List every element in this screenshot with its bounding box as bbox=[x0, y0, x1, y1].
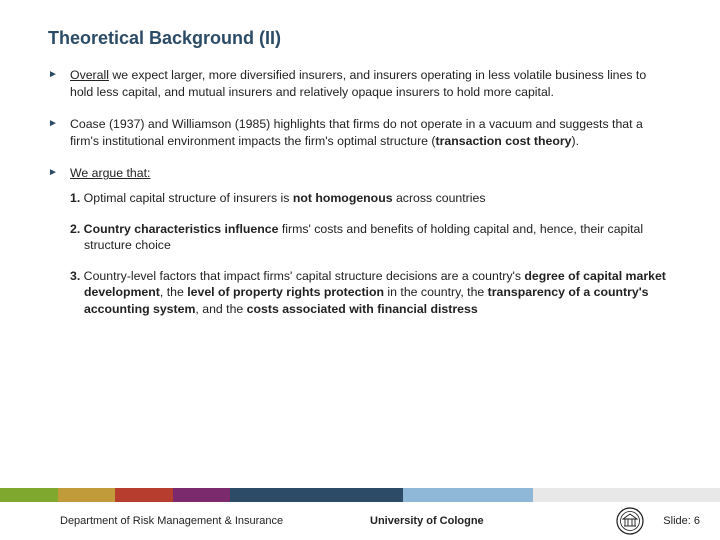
bullet-3-text: We argue that: bbox=[70, 166, 150, 180]
color-bar-segment bbox=[230, 488, 403, 502]
slide-title: Theoretical Background (II) bbox=[48, 28, 672, 49]
university-seal-icon bbox=[615, 506, 645, 536]
sub-1: 1. Optimal capital structure of insurers… bbox=[70, 190, 672, 207]
sub-2-b1: Country characteristics influence bbox=[80, 222, 278, 236]
color-bar-segment bbox=[0, 488, 58, 502]
footer-department: Department of Risk Management & Insuranc… bbox=[60, 515, 360, 527]
sub-2-num: 2. bbox=[70, 222, 80, 236]
bullet-2-bold: transaction cost theory bbox=[436, 134, 572, 148]
sub-1-b1: not homogenous bbox=[293, 191, 393, 205]
sub-list: 1. Optimal capital structure of insurers… bbox=[70, 190, 672, 318]
sub-3: 3. Country-level factors that impact fir… bbox=[70, 268, 672, 318]
slide: Theoretical Background (II) Overall we e… bbox=[0, 0, 720, 540]
color-bar-segment bbox=[115, 488, 173, 502]
bullet-1-rest: we expect larger, more diversified insur… bbox=[70, 68, 646, 99]
sub-1-pre: Optimal capital structure of insurers is bbox=[80, 191, 293, 205]
sub-3-pre: Country-level factors that impact firms'… bbox=[80, 269, 524, 283]
sub-1-post: across countries bbox=[393, 191, 486, 205]
slide-number: Slide: 6 bbox=[663, 515, 700, 527]
color-bar-segment bbox=[533, 488, 720, 502]
color-bar-segment bbox=[173, 488, 231, 502]
sub-1-num: 1. bbox=[70, 191, 80, 205]
sub-3-b2: level of property rights protection bbox=[187, 285, 384, 299]
color-bar-segment bbox=[403, 488, 533, 502]
sub-2: 2. Country characteristics influence fir… bbox=[70, 221, 672, 254]
bullet-2: Coase (1937) and Williamson (1985) highl… bbox=[48, 116, 672, 149]
color-bar bbox=[0, 488, 720, 502]
sub-3-b4: costs associated with financial distress bbox=[247, 302, 478, 316]
footer-university: University of Cologne bbox=[370, 515, 484, 527]
bullet-list: Overall we expect larger, more diversifi… bbox=[48, 67, 672, 318]
sub-3-mid1: , the bbox=[160, 285, 187, 299]
sub-3-num: 3. bbox=[70, 269, 80, 283]
bullet-1: Overall we expect larger, more diversifi… bbox=[48, 67, 672, 100]
sub-3-mid3: , and the bbox=[195, 302, 246, 316]
color-bar-segment bbox=[58, 488, 116, 502]
bullet-2-post: ). bbox=[572, 134, 580, 148]
footer: Department of Risk Management & Insuranc… bbox=[0, 502, 720, 540]
bullet-3: We argue that: 1. Optimal capital struct… bbox=[48, 165, 672, 317]
sub-3-mid2: in the country, the bbox=[384, 285, 488, 299]
bullet-1-underline: Overall bbox=[70, 68, 109, 82]
